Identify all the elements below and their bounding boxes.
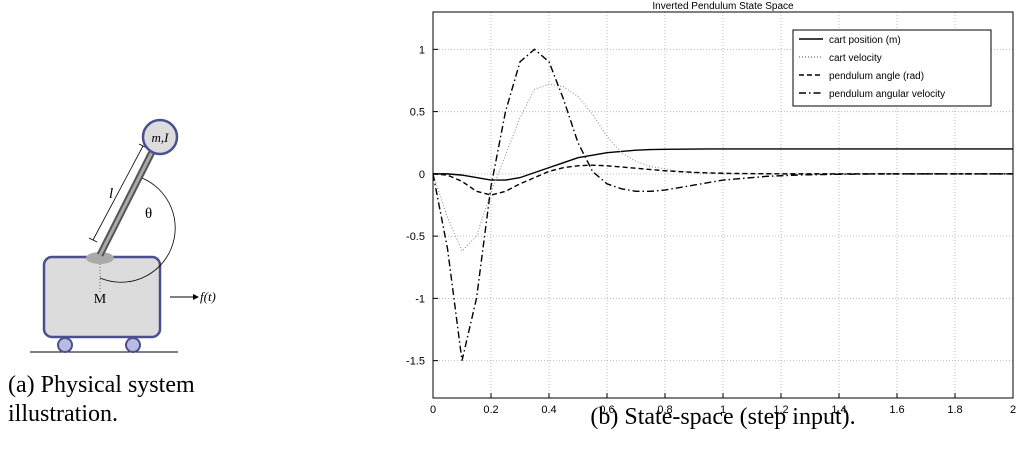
- legend-label: pendulum angle (rad): [829, 71, 924, 82]
- x-tick-label: 0.4: [541, 404, 556, 416]
- plot-frame: [432, 11, 1014, 399]
- x-tick-label: 1.8: [947, 404, 962, 416]
- chart: -1.5 -1 -0.5 0 0.5 1 0 0.2 0.4 0.6 0.8 1 1.2 1.4 1.6 1.…: [406, 11, 1016, 416]
- x-tick-label: 2: [1010, 404, 1016, 416]
- y-tick-label: -1: [415, 293, 425, 305]
- length-bracket: [92, 145, 144, 241]
- angle-label: θ: [145, 206, 152, 222]
- x-tick-label: 1.6: [889, 404, 904, 416]
- x-tick-label: 1: [720, 404, 726, 416]
- pendulum-mass: [141, 118, 179, 156]
- x-tick-label: 0.8: [657, 404, 672, 416]
- x-tick-label: 1.2: [773, 404, 788, 416]
- series-line: [432, 48, 1013, 361]
- y-tick-label: -1.5: [406, 356, 425, 368]
- length-label: l: [109, 186, 113, 202]
- pendulum-label: m,I: [152, 130, 170, 145]
- x-tick-label: 0.2: [483, 404, 498, 416]
- wheel: [57, 337, 73, 353]
- caption: (b) State-space (step input).: [590, 404, 855, 430]
- y-tick-label: 1: [419, 44, 425, 56]
- y-tick-label: 0: [419, 169, 425, 181]
- chart-title: Inverted Pendulum State Space: [652, 1, 794, 12]
- y-tick-label: -0.5: [406, 231, 425, 243]
- x-tick-label: 1.4: [831, 404, 846, 416]
- legend-label: cart position (m): [829, 35, 901, 46]
- rod-highlight: [98, 149, 155, 256]
- legend-label: pendulum angular velocity: [829, 89, 945, 100]
- series-line: [432, 164, 1013, 196]
- cart-label: M: [94, 292, 107, 307]
- caption: illustration.: [8, 401, 118, 427]
- angle-arc: [99, 177, 176, 283]
- series-line: [433, 148, 1013, 181]
- force-label: f(t): [200, 289, 216, 304]
- wheel: [125, 337, 141, 353]
- x-tick-label: 0.6: [599, 404, 614, 416]
- force-arrowhead: [193, 294, 199, 300]
- y-tick-label: 0.5: [410, 107, 425, 119]
- legend-label: cart velocity: [829, 53, 882, 64]
- series-line: [432, 83, 1013, 252]
- x-tick-label: 0: [430, 404, 436, 416]
- legend-box: [792, 29, 992, 107]
- length-bracket: [88, 237, 98, 243]
- caption: (a) Physical system: [8, 372, 195, 398]
- pivot: [86, 252, 114, 264]
- diagram: m,I l θ M f(t) (a) Physical system illus…: [8, 118, 216, 427]
